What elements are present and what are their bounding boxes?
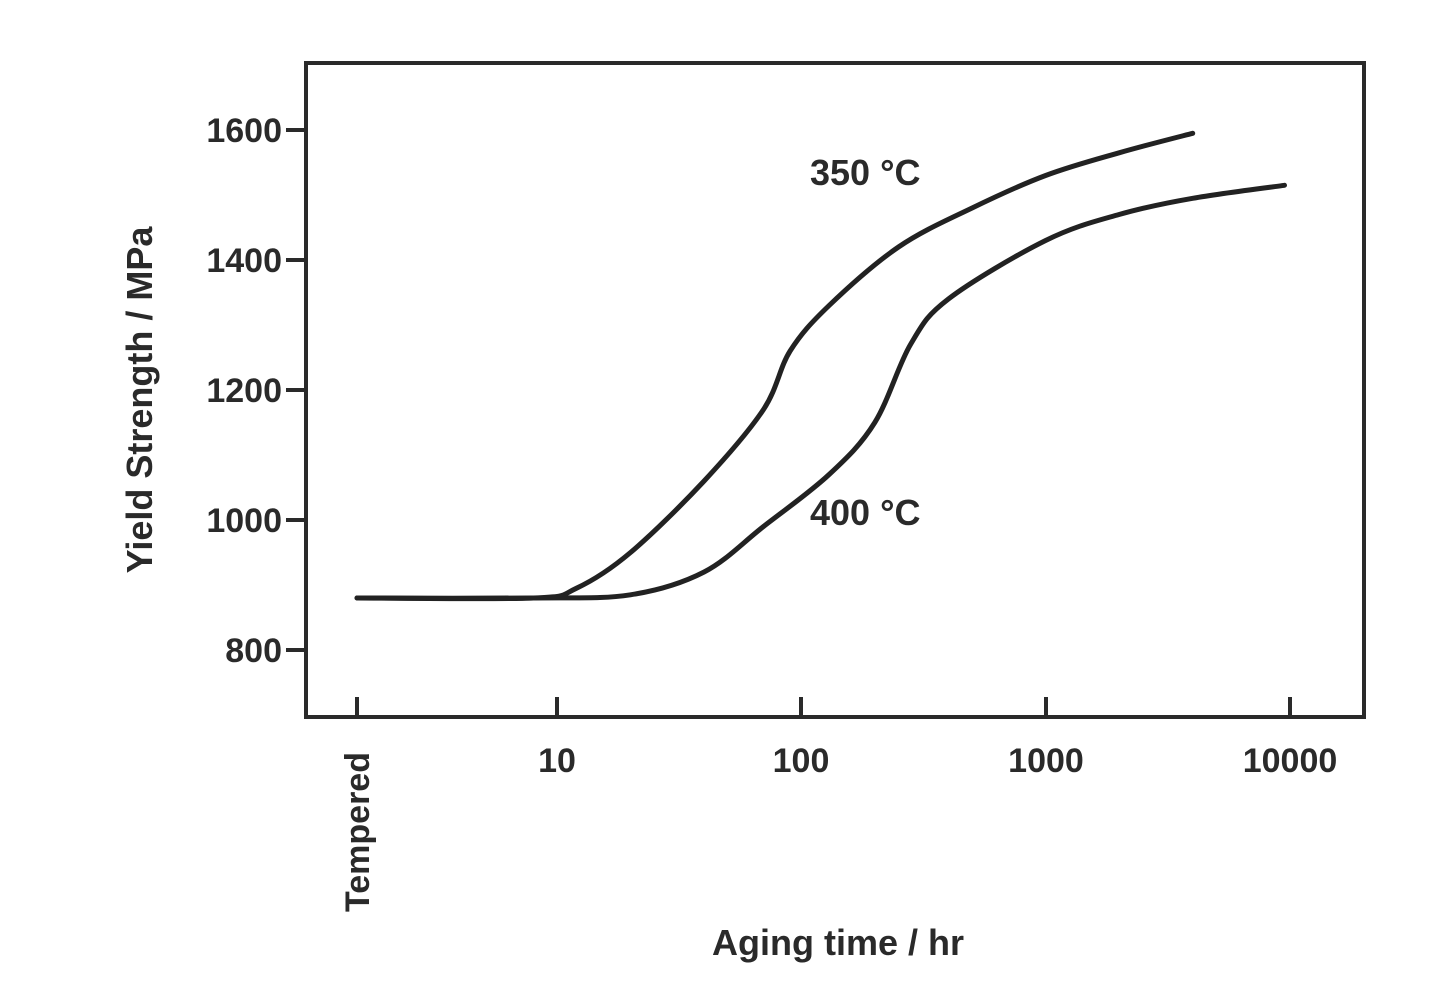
y-tick-label: 1600 <box>206 112 282 150</box>
y-tick-label: 800 <box>225 632 282 670</box>
y-tick-label: 1400 <box>206 242 282 280</box>
x-tick-label: Tempered <box>339 752 377 912</box>
x-axis-ticks: Tempered 10 100 1000 10000 <box>339 697 1337 912</box>
series-lines <box>354 130 1287 602</box>
y-axis-ticks: 800 1000 1200 1400 1600 <box>206 112 306 670</box>
series-line-350c <box>354 130 1196 602</box>
series-label-400c: 400 °C <box>810 492 920 533</box>
x-tick-label: 10 <box>538 742 576 780</box>
y-tick-label: 1000 <box>206 502 282 540</box>
series-label-350c: 350 °C <box>810 152 920 193</box>
series-labels: 350 °C 400 °C <box>810 152 920 533</box>
x-tick-label: 1000 <box>1008 742 1084 780</box>
x-tick-label: 100 <box>773 742 830 780</box>
series-line-400c <box>354 182 1287 601</box>
y-tick-label: 1200 <box>206 372 282 410</box>
x-axis-title: Aging time / hr <box>712 922 964 963</box>
y-axis-title: Yield Strength / MPa <box>119 226 160 574</box>
x-tick-label: 10000 <box>1243 742 1338 780</box>
